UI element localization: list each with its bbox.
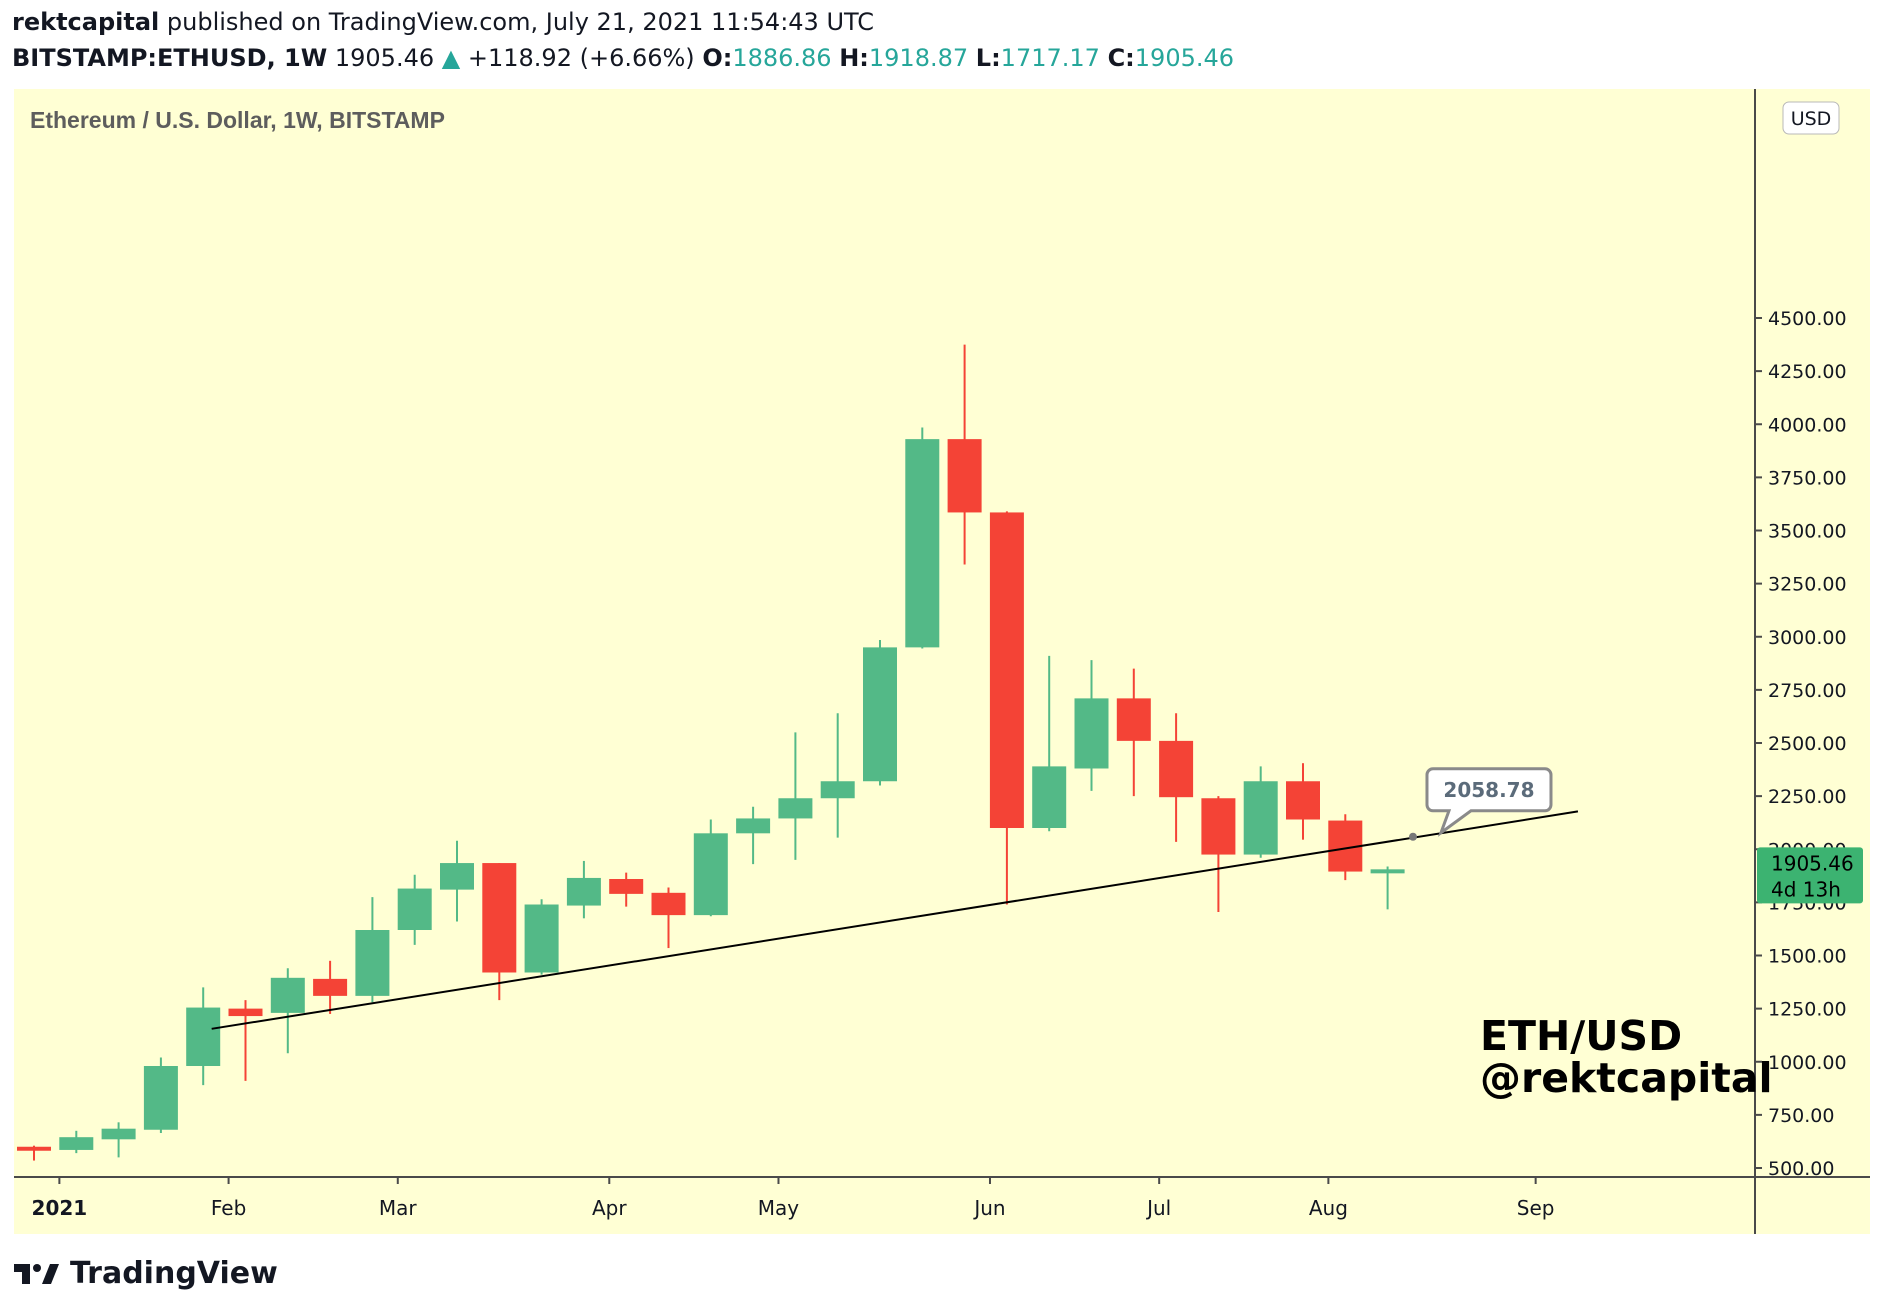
publish-line: rektcapital published on TradingView.com… — [12, 8, 874, 36]
y-tick-label: 1250.00 — [1768, 999, 1847, 1021]
last-price-tag-value: 1905.46 — [1771, 851, 1854, 875]
x-tick-label: Sep — [1517, 1196, 1555, 1220]
y-tick-label: 4250.00 — [1768, 361, 1847, 383]
x-tick-label: Jun — [972, 1196, 1005, 1220]
x-tick-label: Apr — [592, 1196, 627, 1220]
symbol-line: BITSTAMP:ETHUSD, 1W 1905.46 ▲ +118.92 (+… — [12, 44, 1234, 72]
candle-body[interactable] — [1159, 740, 1194, 798]
x-tick-label: Feb — [211, 1196, 246, 1220]
y-tick-label: 4500.00 — [1768, 308, 1847, 330]
candles-group — [17, 344, 1405, 1161]
watermark-line1: ETH/USD — [1480, 1012, 1682, 1060]
candle-body[interactable] — [186, 1007, 221, 1066]
y-tick-label: 1000.00 — [1768, 1052, 1847, 1074]
candle-body[interactable] — [524, 904, 559, 973]
candle-body[interactable] — [17, 1146, 51, 1151]
candle-body[interactable] — [228, 1008, 263, 1017]
y-tick-label: 2750.00 — [1768, 680, 1847, 702]
candle-body[interactable] — [566, 877, 601, 906]
candle-body[interactable] — [143, 1066, 178, 1130]
candle-body[interactable] — [440, 863, 474, 890]
chart-title: Ethereum / U.S. Dollar, 1W, BITSTAMP — [30, 107, 445, 133]
candle-body[interactable] — [101, 1128, 136, 1140]
candle-body[interactable] — [1370, 869, 1405, 874]
y-tick-label: 2250.00 — [1768, 786, 1847, 808]
price-change: +118.92 (+6.66%) — [467, 44, 695, 72]
open-label: O: — [702, 44, 733, 72]
x-tick-label: May — [758, 1196, 800, 1220]
y-tick-label: 2500.00 — [1768, 733, 1847, 755]
axis-background — [1755, 89, 1870, 1234]
candle-body[interactable] — [947, 439, 982, 513]
candle-body[interactable] — [651, 892, 686, 916]
up-arrow-icon: ▲ — [441, 44, 461, 72]
candle-body[interactable] — [989, 512, 1024, 828]
candle-body[interactable] — [1201, 798, 1236, 855]
candle-body[interactable] — [1286, 781, 1320, 820]
low-label: L: — [975, 44, 1001, 72]
low-value: 1717.17 — [1000, 44, 1100, 72]
last-price: 1905.46 — [334, 44, 435, 72]
watermark-line2: @rektcapital — [1480, 1054, 1773, 1102]
time-axis-background — [14, 1177, 1755, 1234]
callout-anchor — [1408, 832, 1417, 841]
y-tick-label: 3250.00 — [1768, 574, 1847, 596]
high-label: H: — [839, 44, 869, 72]
currency-label: USD — [1791, 108, 1832, 130]
candle-body[interactable] — [820, 781, 855, 799]
published-text: published on TradingView.com, July 21, 2… — [159, 8, 875, 36]
symbol-label: BITSTAMP:ETHUSD, 1W — [12, 44, 328, 72]
candle-body[interactable] — [482, 863, 517, 973]
last-price-tag-countdown: 4d 13h — [1771, 877, 1841, 901]
candle-body[interactable] — [736, 818, 771, 834]
candle-body[interactable] — [693, 833, 728, 916]
candle-body[interactable] — [863, 647, 897, 782]
y-tick-label: 1500.00 — [1768, 946, 1847, 968]
y-tick-label: 750.00 — [1768, 1105, 1834, 1127]
candle-body[interactable] — [1032, 766, 1067, 828]
trendline[interactable] — [211, 810, 1579, 1030]
callout-label: 2058.78 — [1443, 778, 1534, 802]
candle-body[interactable] — [397, 888, 432, 930]
y-tick-label: 500.00 — [1768, 1158, 1834, 1180]
candle-body[interactable] — [1116, 698, 1151, 741]
callout-box[interactable] — [1425, 767, 1553, 837]
last-price-tag: 1905.46 4d 13h — [1757, 847, 1863, 904]
y-tick-label: 3500.00 — [1768, 521, 1847, 543]
x-tick-label: 2021 — [32, 1196, 88, 1220]
candle-body[interactable] — [778, 798, 813, 819]
candle-body[interactable] — [313, 978, 348, 996]
high-value: 1918.87 — [868, 44, 969, 72]
y-tick-label: 3000.00 — [1768, 627, 1847, 649]
candle-body[interactable] — [1074, 698, 1109, 769]
time-axis[interactable]: Dec2021FebMarAprMayJunJulAugSep — [0, 1177, 1555, 1220]
y-tick-label: 4000.00 — [1768, 414, 1847, 436]
open-value: 1886.86 — [732, 44, 832, 72]
candle-body[interactable] — [270, 977, 305, 1013]
x-tick-label: Jul — [1145, 1196, 1171, 1220]
y-tick-label: 3750.00 — [1768, 467, 1847, 489]
candlestick-chart[interactable]: 2058.78 4500.00 4250.00 4000.00 3750.00 3500… — [0, 0, 1884, 1250]
candle-body[interactable] — [355, 930, 390, 996]
candle-body[interactable] — [609, 879, 644, 894]
author-name[interactable]: rektcapital — [12, 8, 160, 36]
x-tick-label: Aug — [1309, 1196, 1348, 1220]
callout-group: 2058.78 — [1408, 767, 1553, 841]
candle-body[interactable] — [59, 1137, 94, 1150]
candle-body[interactable] — [1243, 781, 1278, 855]
tradingview-brand: TradingView — [70, 1256, 278, 1291]
candle-body[interactable] — [905, 439, 940, 648]
tradingview-logo-icon — [12, 1260, 60, 1288]
tradingview-footer[interactable]: TradingView — [12, 1256, 278, 1291]
x-tick-label: Mar — [379, 1196, 418, 1220]
currency-button[interactable]: USD — [1782, 101, 1840, 135]
close-value: 1905.46 — [1134, 44, 1235, 72]
close-label: C: — [1107, 44, 1135, 72]
